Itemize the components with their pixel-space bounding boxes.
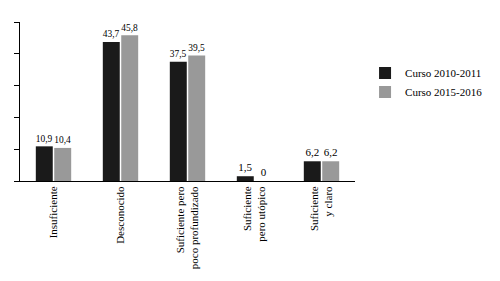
svg-text:Insuficiente: Insuficiente [47,186,59,238]
svg-text:Desconocido: Desconocido [114,186,126,244]
svg-text:39,5: 39,5 [188,43,205,53]
svg-text:Curso 2015-2016: Curso 2015-2016 [405,86,482,98]
svg-text:Curso 2010-2011: Curso 2010-2011 [405,67,481,79]
svg-text:43,7: 43,7 [103,29,120,39]
svg-text:37,5: 37,5 [170,49,187,59]
svg-text:6,2: 6,2 [324,146,338,158]
svg-text:Suficiente peropoco profundiza: Suficiente peropoco profundizado [174,186,200,269]
svg-text:0: 0 [261,166,267,178]
svg-text:Suficientepero utópico: Suficientepero utópico [241,186,267,242]
svg-text:Suficientey claro: Suficientey claro [308,186,334,231]
svg-text:10,4: 10,4 [54,135,71,145]
svg-text:45,8: 45,8 [121,23,138,33]
svg-text:10,9: 10,9 [36,134,53,144]
svg-text:1,5: 1,5 [238,161,252,173]
svg-text:6,2: 6,2 [305,146,319,158]
